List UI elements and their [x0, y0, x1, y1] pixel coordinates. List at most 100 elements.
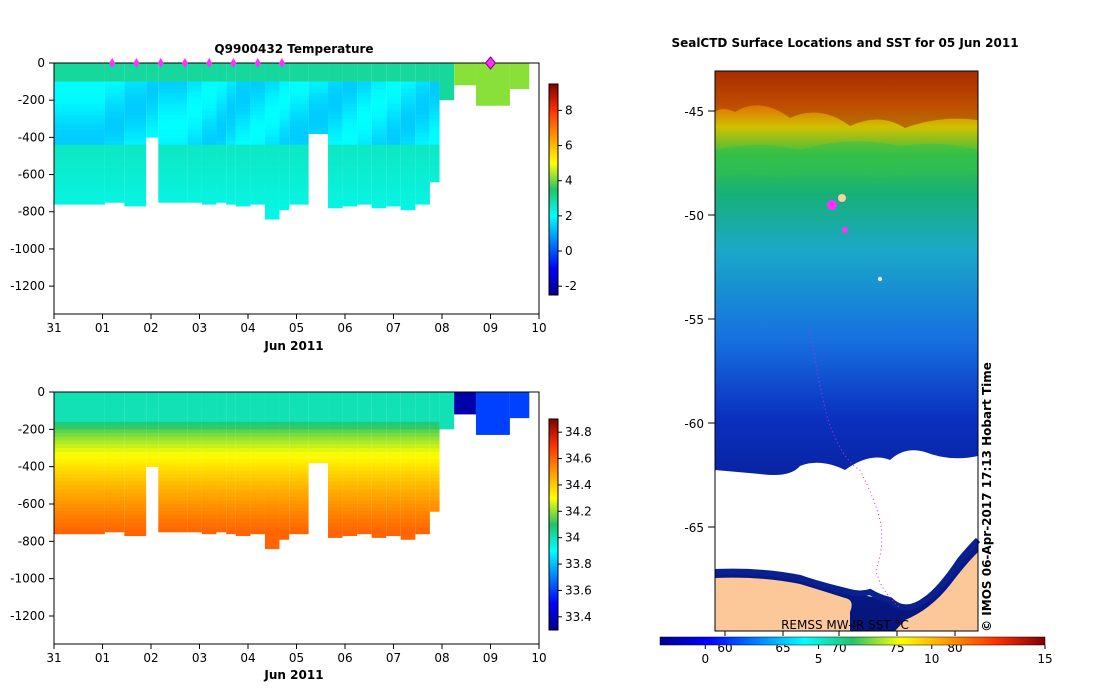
section-cell	[328, 425, 343, 430]
section-cell	[328, 500, 343, 505]
section-cell	[187, 410, 202, 415]
section-cell	[415, 485, 430, 490]
section-cell	[104, 70, 125, 75]
section-cell	[158, 440, 188, 445]
section-cell	[187, 418, 202, 423]
section-cell	[54, 133, 105, 138]
section-cell	[235, 421, 251, 426]
section-cell	[342, 530, 358, 535]
section-cell	[250, 185, 265, 190]
section-cell	[54, 178, 105, 183]
section-cell	[308, 96, 329, 101]
section-cell	[54, 410, 105, 415]
sst-colorbar-tick-label: 15	[1037, 652, 1052, 666]
section-cell	[54, 152, 105, 157]
section-cell	[328, 63, 343, 68]
section-cell	[357, 129, 372, 134]
section-cell	[371, 200, 387, 205]
section-cell	[264, 392, 280, 397]
section-cell	[289, 70, 309, 75]
section-cell	[187, 129, 202, 134]
section-cell	[146, 89, 159, 94]
section-cell	[308, 429, 329, 434]
section-cell	[289, 66, 309, 71]
section-cell	[328, 522, 343, 527]
section-cell	[216, 133, 227, 138]
section-cell	[158, 399, 188, 404]
colorbar-tick-label: 8	[565, 103, 573, 117]
section-cell	[201, 129, 217, 134]
section-cell	[216, 115, 227, 120]
section-cell	[226, 141, 236, 146]
section-cell	[289, 170, 309, 175]
section-cell	[371, 155, 387, 160]
section-cell	[264, 545, 280, 550]
sst-front-patch	[715, 141, 978, 178]
section-cell	[400, 181, 416, 187]
section-cell	[279, 433, 290, 438]
section-cell	[216, 418, 227, 423]
section-cell	[328, 418, 343, 423]
section-cell	[328, 152, 343, 157]
section-cell	[124, 92, 147, 97]
section-cell	[357, 474, 372, 479]
section-cell	[54, 522, 105, 527]
section-cell	[279, 85, 290, 90]
section-cell	[250, 74, 265, 79]
section-cell	[250, 444, 265, 449]
section-cell	[264, 504, 280, 509]
section-cell	[226, 511, 236, 516]
section-cell	[226, 103, 236, 108]
section-cell	[54, 433, 105, 438]
section-cell	[104, 530, 125, 533]
section-cell	[429, 163, 440, 168]
section-cell	[279, 189, 290, 194]
section-cell	[429, 178, 440, 183]
section-cell	[104, 107, 125, 112]
section-cell	[415, 511, 430, 516]
section-cell	[400, 406, 416, 411]
section-cell	[146, 74, 159, 79]
section-cell	[226, 133, 236, 138]
section-cell	[386, 522, 401, 527]
section-cell	[124, 111, 147, 116]
section-cell	[250, 392, 265, 397]
section-cell	[429, 137, 440, 142]
section-cell	[415, 518, 430, 523]
x-tick-label: 06	[337, 651, 352, 665]
section-cell	[357, 485, 372, 490]
section-cell	[158, 85, 188, 90]
section-cell	[264, 193, 280, 198]
section-cell	[400, 200, 416, 205]
section-cell	[146, 462, 159, 467]
section-cell	[201, 141, 217, 146]
section-cell	[371, 399, 387, 404]
section-cell	[342, 515, 358, 520]
section-cell	[400, 504, 416, 509]
salinity-x-axis: 31 01 02 03 04 05 06 07 08 09 10	[46, 644, 547, 665]
section-cell	[201, 477, 217, 482]
section-cell	[357, 96, 372, 101]
temperature-title: Q9900432 Temperature	[214, 42, 373, 56]
section-cell	[415, 526, 430, 531]
section-cell	[124, 170, 147, 175]
section-cell	[342, 433, 358, 438]
section-cell	[289, 152, 309, 157]
x-tick-label: 09	[483, 651, 498, 665]
section-cell	[104, 81, 125, 86]
section-cell	[54, 477, 105, 482]
section-cell	[187, 189, 202, 194]
section-cell	[289, 504, 309, 509]
x-tick-label: 31	[46, 651, 61, 665]
section-cell	[187, 133, 202, 138]
section-cell	[187, 92, 202, 97]
section-cell	[250, 466, 265, 471]
section-cell	[415, 155, 430, 160]
section-cell	[279, 204, 290, 209]
section-cell	[264, 167, 280, 172]
section-cell	[216, 96, 227, 101]
section-cell	[264, 462, 280, 467]
section-cell	[371, 500, 387, 505]
section-cell	[146, 96, 159, 101]
section-cell	[54, 196, 105, 201]
